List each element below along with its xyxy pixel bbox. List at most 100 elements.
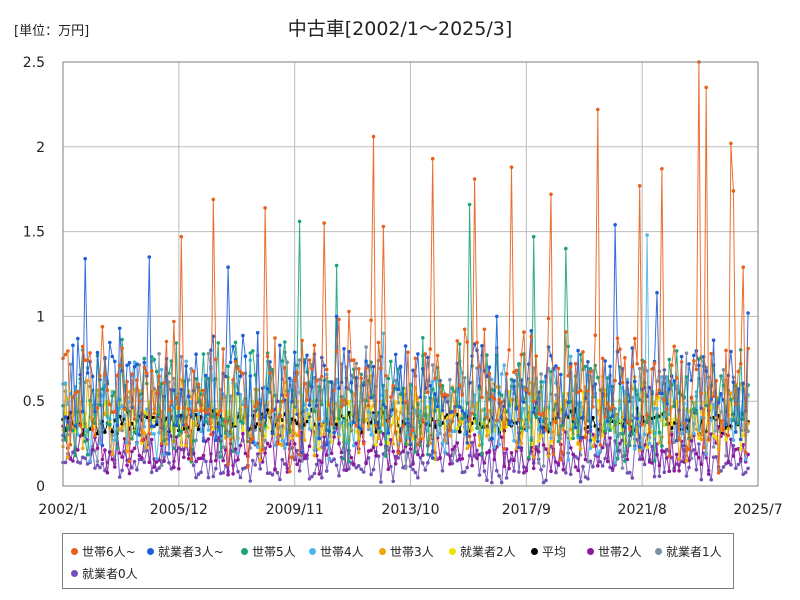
data-point: [364, 359, 368, 364]
data-point: [413, 356, 418, 361]
data-point: [199, 409, 203, 413]
data-point: [273, 468, 277, 472]
data-point: [113, 359, 117, 364]
data-point: [352, 358, 356, 362]
data-point: [596, 452, 600, 456]
data-point: [677, 457, 681, 462]
data-point: [544, 447, 548, 451]
data-point: [736, 462, 741, 467]
data-point: [591, 405, 595, 409]
data-point: [317, 417, 322, 421]
data-point: [371, 413, 376, 418]
data-point: [307, 411, 312, 416]
data-point: [512, 370, 516, 375]
data-point: [633, 336, 637, 341]
data-point: [650, 461, 654, 465]
data-point: [475, 340, 479, 345]
data-point: [608, 428, 612, 433]
data-point: [433, 408, 437, 413]
unit-label: [単位：万円]: [14, 24, 90, 39]
data-point: [248, 374, 253, 378]
data-point: [393, 462, 398, 466]
data-point: [108, 402, 112, 407]
data-point: [694, 452, 699, 456]
data-point: [430, 156, 435, 161]
data-point: [159, 463, 164, 468]
data-point: [674, 376, 679, 380]
data-point: [697, 432, 701, 437]
data-point: [734, 430, 738, 434]
data-point: [492, 457, 497, 462]
data-point: [142, 431, 147, 435]
data-point: [411, 462, 415, 466]
x-tick-label: 2021/8: [618, 502, 667, 518]
data-point: [706, 437, 711, 442]
data-point: [324, 469, 329, 473]
data-point: [147, 255, 152, 259]
data-point: [746, 346, 750, 351]
data-point: [455, 426, 460, 431]
data-point: [684, 351, 689, 356]
data-point: [258, 422, 263, 427]
data-point: [209, 432, 213, 437]
data-point: [302, 456, 307, 461]
data-point: [201, 352, 206, 356]
data-point: [462, 327, 467, 332]
data-point: [332, 430, 336, 435]
data-point: [253, 404, 257, 409]
data-point: [702, 355, 706, 359]
data-point: [556, 366, 561, 371]
data-point: [184, 359, 188, 364]
data-point: [613, 378, 617, 383]
data-point: [453, 429, 457, 434]
data-point: [669, 430, 674, 435]
data-point: [541, 443, 546, 447]
data-point: [411, 437, 415, 441]
data-point: [642, 360, 647, 364]
data-point: [305, 353, 309, 358]
data-point: [467, 202, 472, 207]
data-point: [241, 333, 245, 338]
data-point: [226, 472, 230, 477]
data-point: [467, 453, 472, 458]
data-point: [71, 459, 75, 463]
legend-item: 就業者0人: [71, 565, 138, 582]
data-point: [734, 402, 738, 407]
data-point: [283, 340, 287, 344]
data-point: [68, 443, 73, 447]
data-point: [329, 440, 334, 444]
data-point: [117, 427, 122, 432]
data-point: [517, 362, 521, 366]
data-point: [73, 424, 78, 428]
data-point: [581, 415, 585, 420]
data-point: [172, 376, 176, 381]
data-point: [472, 177, 477, 181]
data-point: [322, 435, 327, 439]
data-point: [132, 446, 137, 451]
data-point: [674, 349, 679, 353]
data-point: [655, 414, 659, 419]
data-point: [78, 423, 83, 428]
data-point: [682, 421, 686, 426]
data-point: [354, 441, 359, 446]
data-point: [497, 474, 502, 478]
data-point: [349, 455, 354, 460]
data-point: [95, 463, 100, 467]
data-point: [687, 362, 691, 366]
data-point: [391, 384, 396, 388]
data-point: [531, 466, 536, 471]
data-point: [236, 436, 240, 441]
data-point: [554, 364, 558, 368]
data-point: [512, 469, 516, 473]
data-point: [379, 480, 383, 484]
data-point: [504, 476, 509, 480]
data-point: [487, 365, 492, 370]
data-point: [320, 460, 324, 465]
y-axis-ticks: 0 0.5 1 1.5 2 2.5: [23, 55, 45, 495]
data-point: [430, 456, 435, 460]
legend-item: 世帯6人~: [71, 543, 136, 560]
data-point: [596, 398, 600, 403]
data-point: [613, 420, 617, 424]
data-point: [630, 364, 635, 369]
data-point: [127, 409, 132, 414]
